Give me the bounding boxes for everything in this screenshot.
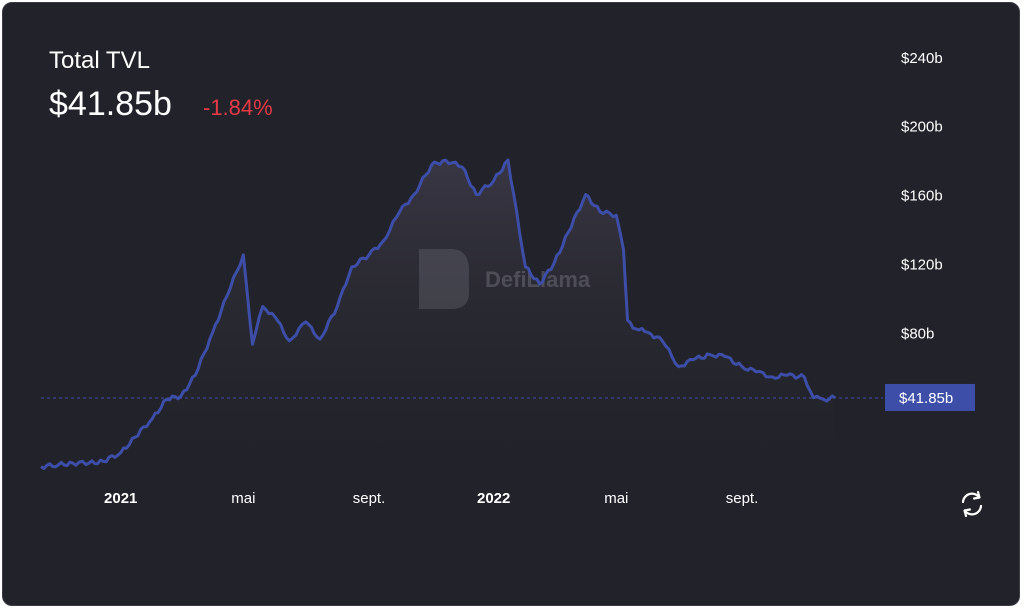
x-axis: 2021 mai sept. 2022 mai sept. bbox=[104, 490, 758, 507]
y-tick-label: $240b bbox=[901, 50, 943, 67]
tvl-area-fill bbox=[41, 160, 835, 470]
tvl-series-line bbox=[40, 158, 836, 470]
x-tick-label: 2022 bbox=[477, 490, 510, 507]
current-value-label-bg bbox=[885, 383, 975, 411]
x-tick-label: 2021 bbox=[104, 490, 137, 507]
llama-logo-icon bbox=[419, 249, 469, 309]
y-tick-label: $120b bbox=[901, 256, 943, 273]
refresh-icon[interactable] bbox=[957, 489, 987, 519]
x-tick-label: sept. bbox=[726, 490, 759, 507]
tvl-change-percent: -1.84% bbox=[203, 95, 273, 120]
tvl-area-chart[interactable]: DefiLlama $41.85b $80b $120b $160b $200b $24… bbox=[3, 3, 1020, 606]
defillama-watermark: DefiLlama bbox=[419, 249, 591, 309]
y-tick-label: $80b bbox=[901, 325, 934, 342]
y-tick-label: $160b bbox=[901, 188, 943, 205]
x-tick-label: sept. bbox=[353, 490, 386, 507]
y-tick-label: $200b bbox=[901, 119, 943, 136]
y-axis: $80b $120b $160b $200b $240b bbox=[901, 50, 943, 342]
x-tick-label: mai bbox=[604, 490, 628, 507]
chart-title: Total TVL bbox=[49, 47, 150, 74]
x-tick-label: mai bbox=[231, 490, 255, 507]
current-value-label: $41.85b bbox=[899, 390, 953, 407]
current-tvl-value: $41.85b bbox=[49, 85, 172, 123]
